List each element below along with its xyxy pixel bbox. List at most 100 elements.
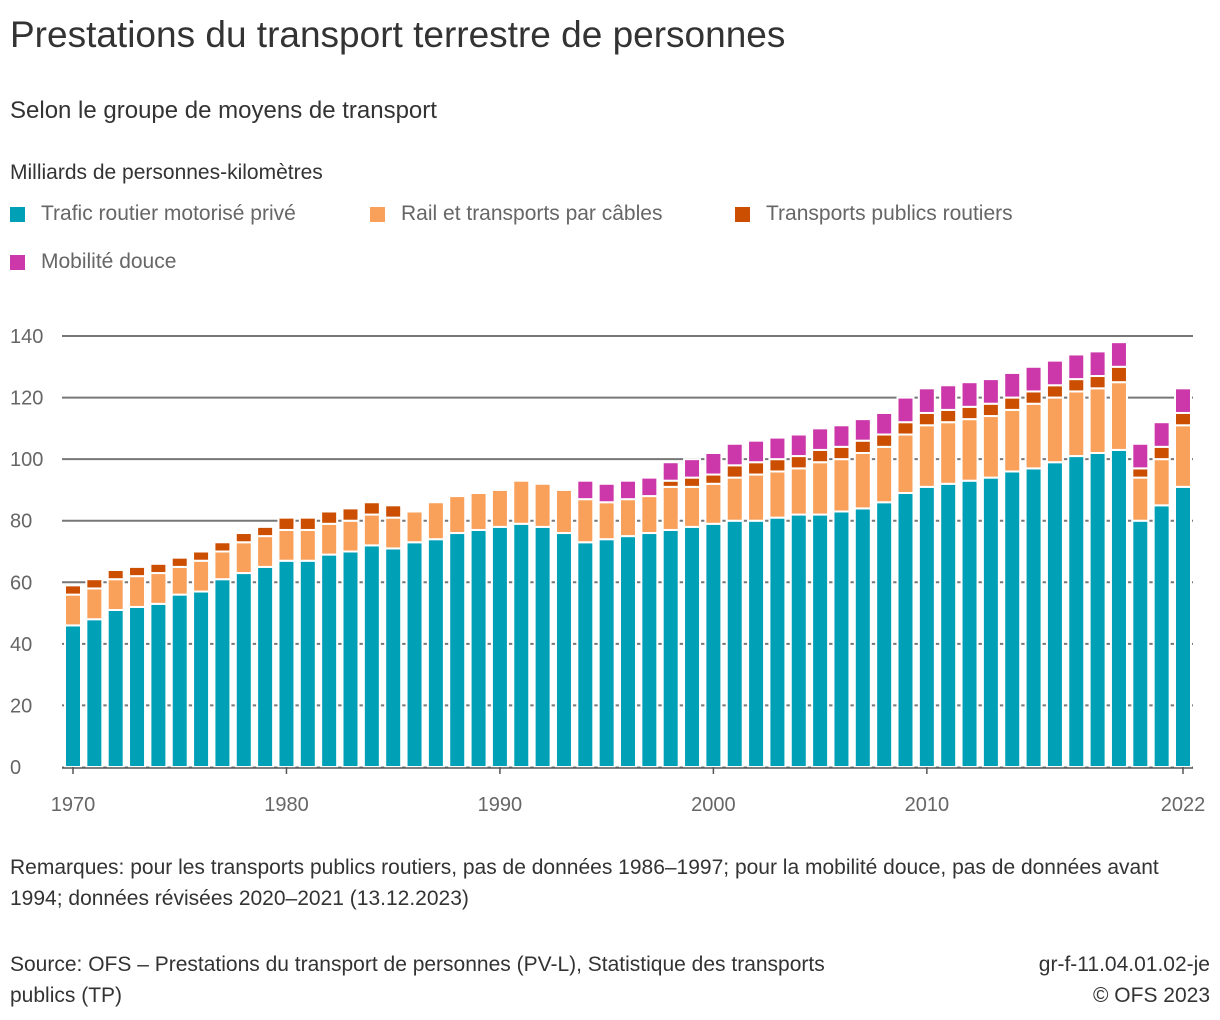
bar-segment: [128, 605, 147, 769]
bar-segment: [469, 528, 488, 769]
bar-segment: [640, 476, 659, 498]
bar-segment: [256, 525, 275, 538]
bar-segment: [1109, 381, 1128, 451]
bar-segment: [725, 476, 744, 522]
chart-title: Prestations du transport terrestre de pe…: [10, 14, 786, 55]
bar-segment: [1045, 384, 1064, 399]
bar-segment: [234, 532, 253, 544]
bar-segment: [234, 541, 253, 575]
bar-segment: [832, 510, 851, 768]
bar-segment: [811, 513, 830, 768]
bar-segment: [960, 418, 979, 482]
bar-segment: [1109, 365, 1128, 384]
bar-segment: [384, 504, 403, 519]
bar-segment: [1003, 396, 1022, 411]
bar-segment: [683, 525, 702, 768]
bar-segment: [1003, 408, 1022, 473]
bar-segment: [149, 602, 168, 768]
bar-segment: [1174, 424, 1192, 488]
y-axis-label: Milliards de personnes-kilomètres: [10, 161, 323, 184]
bar-segment: [1109, 341, 1128, 368]
copyright: © OFS 2023: [1092, 984, 1210, 1007]
bar-segment: [1024, 402, 1043, 470]
bar-segment: [298, 528, 317, 562]
bar-segment: [619, 479, 637, 501]
legend-item-private-road: Trafic routier motorisé privé: [10, 202, 296, 226]
bar-segment: [1045, 461, 1064, 768]
legend-item-soft-mobility: Mobilité douce: [10, 250, 176, 274]
bar-segment: [320, 522, 339, 556]
bar-segment: [213, 578, 232, 769]
legend-swatch: [735, 206, 750, 222]
legend-item-public-road: Transports publics routiers: [735, 202, 1013, 226]
bar-segment: [704, 482, 723, 525]
bar-segment: [64, 624, 82, 769]
bar-segment: [853, 451, 872, 510]
bar-segment: [811, 461, 830, 516]
bar-segment: [64, 593, 82, 627]
bar-segment: [661, 528, 680, 769]
bar-segment: [789, 433, 808, 458]
bar-segment: [875, 411, 894, 436]
bar-segment: [981, 402, 1000, 418]
bar-segment: [619, 535, 637, 768]
bar-segment: [1024, 390, 1043, 405]
legend-item-rail: Rail et transports par câbles: [370, 202, 662, 226]
bar-segment: [811, 448, 830, 464]
bar-segment: [1131, 519, 1150, 769]
bar-segment: [85, 587, 104, 621]
bar-segment: [256, 565, 275, 769]
bar-segment: [213, 550, 232, 581]
bar-segment: [960, 479, 979, 768]
bar-segment: [725, 464, 744, 479]
y-tick-label: 60: [10, 572, 32, 594]
bar-segment: [875, 433, 894, 448]
bar-segment: [320, 510, 339, 525]
y-tick-label: 100: [10, 449, 43, 471]
legend-label: Rail et transports par câbles: [401, 202, 663, 225]
bar-segment: [747, 439, 766, 464]
bar-segment: [533, 482, 552, 528]
bar-segment: [939, 408, 958, 424]
bar-segment: [149, 562, 168, 575]
bar-segment: [170, 556, 189, 568]
bar-segment: [768, 436, 787, 461]
bar-segment: [85, 618, 104, 768]
bar-segment: [960, 381, 979, 408]
bar-segment: [939, 384, 958, 411]
bar-segment: [320, 553, 339, 768]
bar-segment: [640, 532, 659, 768]
bar-segment: [554, 532, 573, 768]
bar-segment: [1174, 387, 1192, 414]
legend-swatch: [370, 206, 385, 222]
bar-segment: [576, 479, 595, 501]
bar-segment: [1003, 371, 1022, 399]
bar-segment: [789, 455, 808, 470]
bar-segment: [939, 482, 958, 768]
x-tick-label: 2022: [1161, 794, 1206, 816]
bar-segment: [960, 405, 979, 421]
bar-segment: [939, 421, 958, 485]
bar-segment: [1003, 470, 1022, 768]
bar-segment: [362, 513, 381, 547]
bar-segment: [1024, 467, 1043, 768]
bar-segment: [853, 418, 872, 442]
bar-segment: [917, 485, 936, 768]
bar-segment: [362, 544, 381, 768]
bar-segment: [917, 387, 936, 414]
bar-segment: [170, 593, 189, 768]
bar-segment: [576, 498, 595, 544]
bar-segment: [1045, 359, 1064, 387]
bar-segment: [875, 445, 894, 504]
bar-segment: [747, 519, 766, 769]
x-tick-label: 1970: [51, 794, 96, 816]
bar-segment: [277, 559, 296, 768]
bar-segment: [256, 535, 275, 568]
bar-segment: [1067, 353, 1086, 381]
bar-segment: [981, 415, 1000, 479]
bar-segment: [789, 467, 808, 516]
bar-segment: [1109, 448, 1128, 768]
bar-segment: [789, 513, 808, 768]
bar-segment: [384, 516, 403, 550]
bar-segment: [341, 550, 360, 768]
